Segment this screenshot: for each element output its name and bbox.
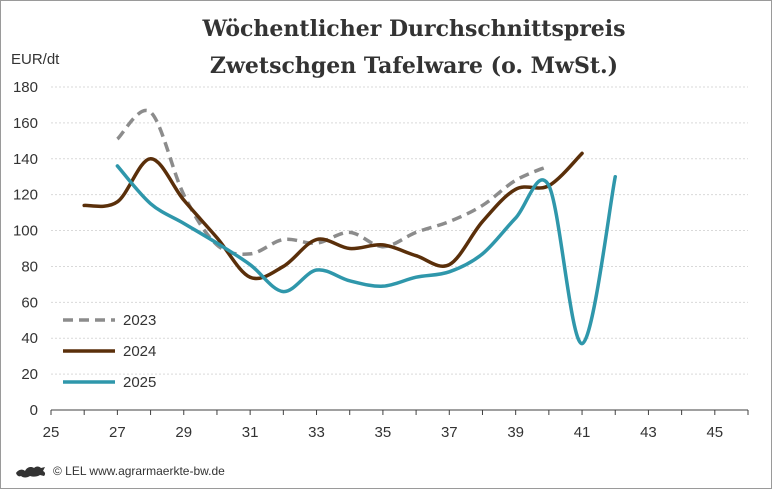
x-tick-label-37: 37 <box>441 424 458 441</box>
series-line-2025 <box>115 164 617 346</box>
x-tick-label-41: 41 <box>574 424 591 441</box>
x-tick-label-39: 39 <box>507 424 524 441</box>
y-tick-label-120: 120 <box>13 187 38 204</box>
y-tick-label-40: 40 <box>21 330 38 347</box>
footer-credit: © LEL www.agrarmaerkte-bw.de <box>15 463 225 479</box>
x-tick-label-27: 27 <box>109 424 126 441</box>
y-tick-label-100: 100 <box>13 223 38 240</box>
y-tick-label-0: 0 <box>30 402 38 419</box>
legend-label-2024: 2024 <box>123 343 156 360</box>
legend-label-2025: 2025 <box>123 374 156 391</box>
y-axis-unit-label: EUR/dt <box>11 51 60 68</box>
lion-coat-of-arms-icon <box>16 466 46 478</box>
x-tick-label-31: 31 <box>242 424 259 441</box>
y-tick-label-140: 140 <box>13 151 38 168</box>
x-tick-label-25: 25 <box>43 424 60 441</box>
y-tick-label-60: 60 <box>21 294 38 311</box>
y-tick-label-80: 80 <box>21 258 38 275</box>
chart-title-line-1: Wöchentlicher Durchschnittspreis <box>201 16 625 42</box>
x-tick-label-45: 45 <box>706 424 723 441</box>
x-tick-label-33: 33 <box>308 424 325 441</box>
series-line-2024 <box>82 151 584 281</box>
series-line-2023 <box>116 108 550 256</box>
y-tick-label-20: 20 <box>21 366 38 383</box>
y-tick-label-180: 180 <box>13 79 38 96</box>
legend-label-2023: 2023 <box>123 312 156 329</box>
x-tick-label-29: 29 <box>175 424 192 441</box>
x-tick-label-43: 43 <box>640 424 657 441</box>
x-tick-label-35: 35 <box>375 424 392 441</box>
footer-text: © LEL www.agrarmaerkte-bw.de <box>53 464 225 478</box>
y-tick-label-160: 160 <box>13 115 38 132</box>
chart-title-line-2: Zwetschgen Tafelware (o. MwSt.) <box>210 53 618 79</box>
